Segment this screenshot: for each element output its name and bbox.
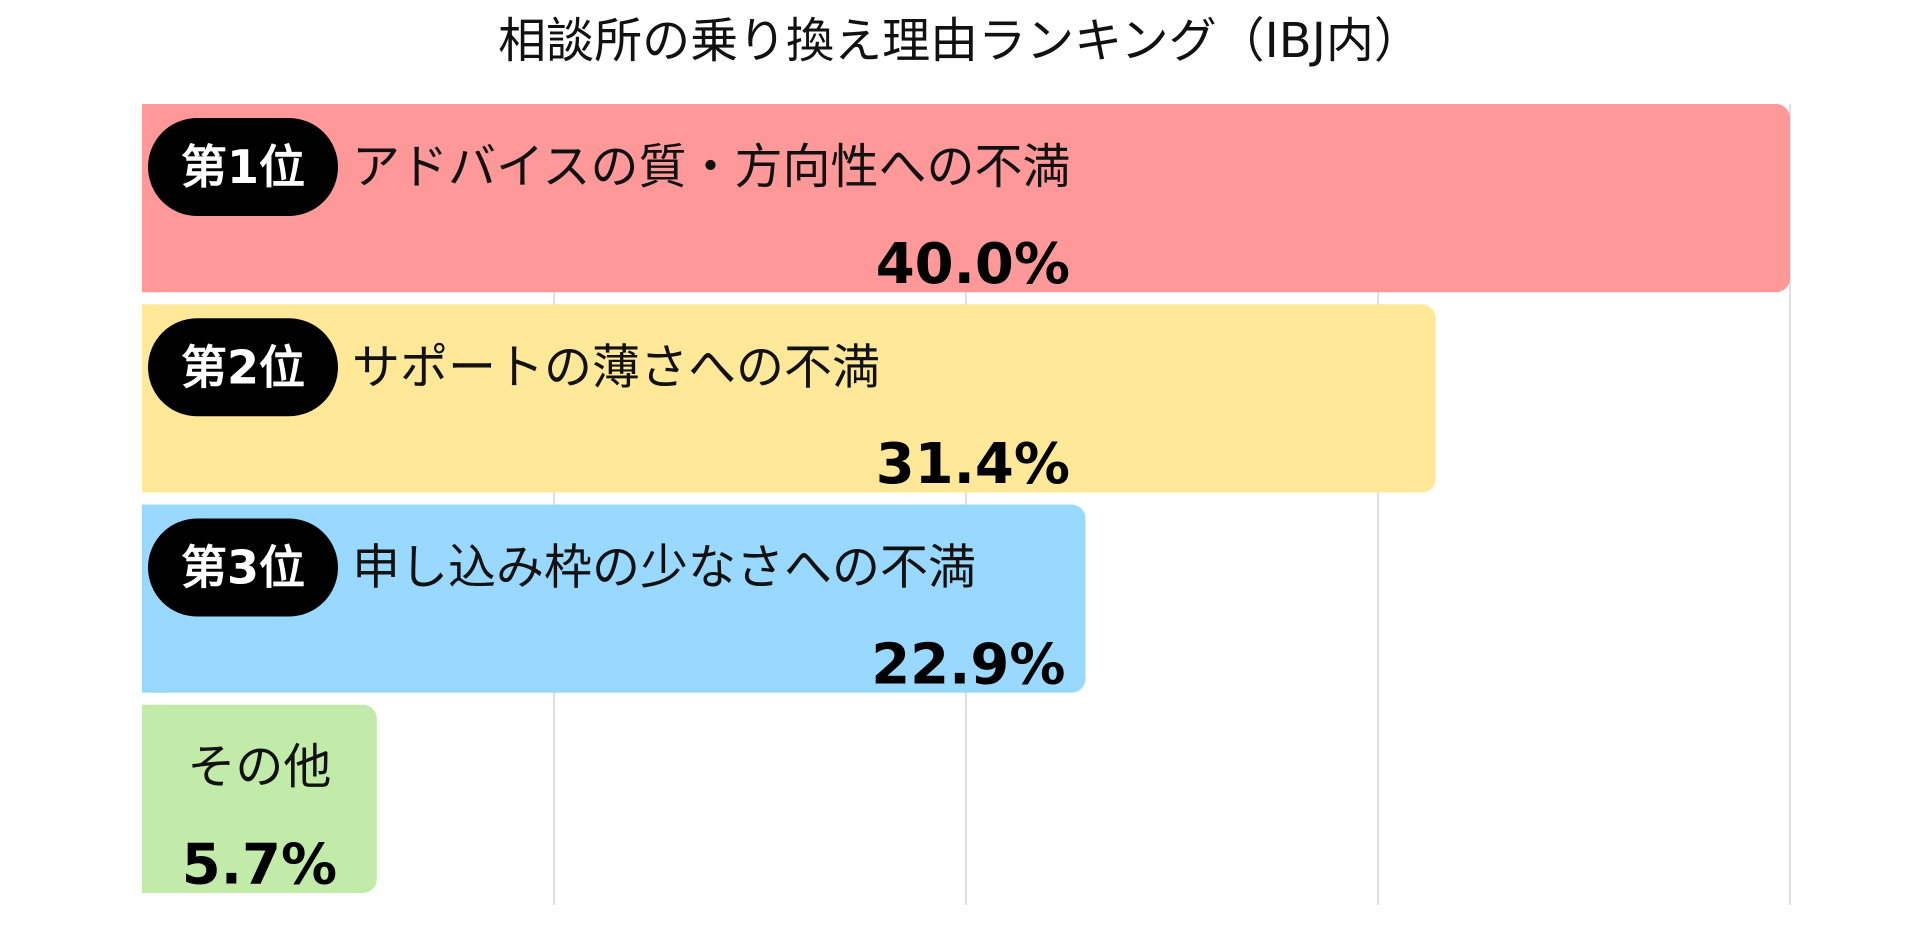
bar-group: 第2位 サポートの薄さへの不満 31.4% bbox=[142, 304, 1436, 497]
rank-label: 第1位 bbox=[181, 140, 305, 194]
bar bbox=[142, 104, 1790, 293]
rank-label: 第3位 bbox=[181, 541, 305, 595]
bar bbox=[142, 504, 1086, 693]
bar-corner-fill bbox=[142, 304, 162, 493]
rank-badge-shape bbox=[148, 118, 338, 216]
rank-badge: 第1位 bbox=[148, 118, 338, 216]
chart-title: 相談所の乗り換え理由ランキング（IBJ内） bbox=[498, 13, 1422, 69]
bar-group: 第3位 申し込み枠の少なさへの不満 22.9% bbox=[142, 504, 1086, 697]
bar-corner-fill bbox=[142, 104, 162, 293]
bar-label: 申し込み枠の少なさへの不満 bbox=[352, 540, 976, 596]
rank-badge: 第2位 bbox=[148, 318, 338, 417]
bar-corner-fill bbox=[142, 704, 162, 893]
bar-label: その他 bbox=[187, 739, 331, 795]
rank-badge-shape bbox=[148, 318, 338, 417]
bar-label: アドバイスの質・方向性への不満 bbox=[352, 139, 1071, 195]
bar-value-label: 5.7% bbox=[182, 833, 337, 898]
bar-value-label: 40.0% bbox=[876, 232, 1070, 297]
bar bbox=[142, 704, 377, 893]
bar-value-label: 22.9% bbox=[871, 632, 1065, 697]
bar-corner-fill bbox=[142, 504, 162, 693]
rank-badge: 第3位 bbox=[148, 518, 338, 617]
bars-group: 第1位 アドバイスの質・方向性への不満 40.0% 第2位 サポートの薄さへの不満 31.… bbox=[142, 104, 1790, 898]
rank-label: 第2位 bbox=[181, 340, 305, 394]
bar-label: サポートの薄さへの不満 bbox=[352, 339, 880, 395]
bar-group: 第1位 アドバイスの質・方向性への不満 40.0% bbox=[142, 104, 1790, 297]
bar bbox=[142, 304, 1436, 493]
bar-value-label: 31.4% bbox=[876, 432, 1070, 497]
rank-badge-shape bbox=[148, 518, 338, 617]
bar-group: その他 5.7% bbox=[142, 704, 377, 898]
